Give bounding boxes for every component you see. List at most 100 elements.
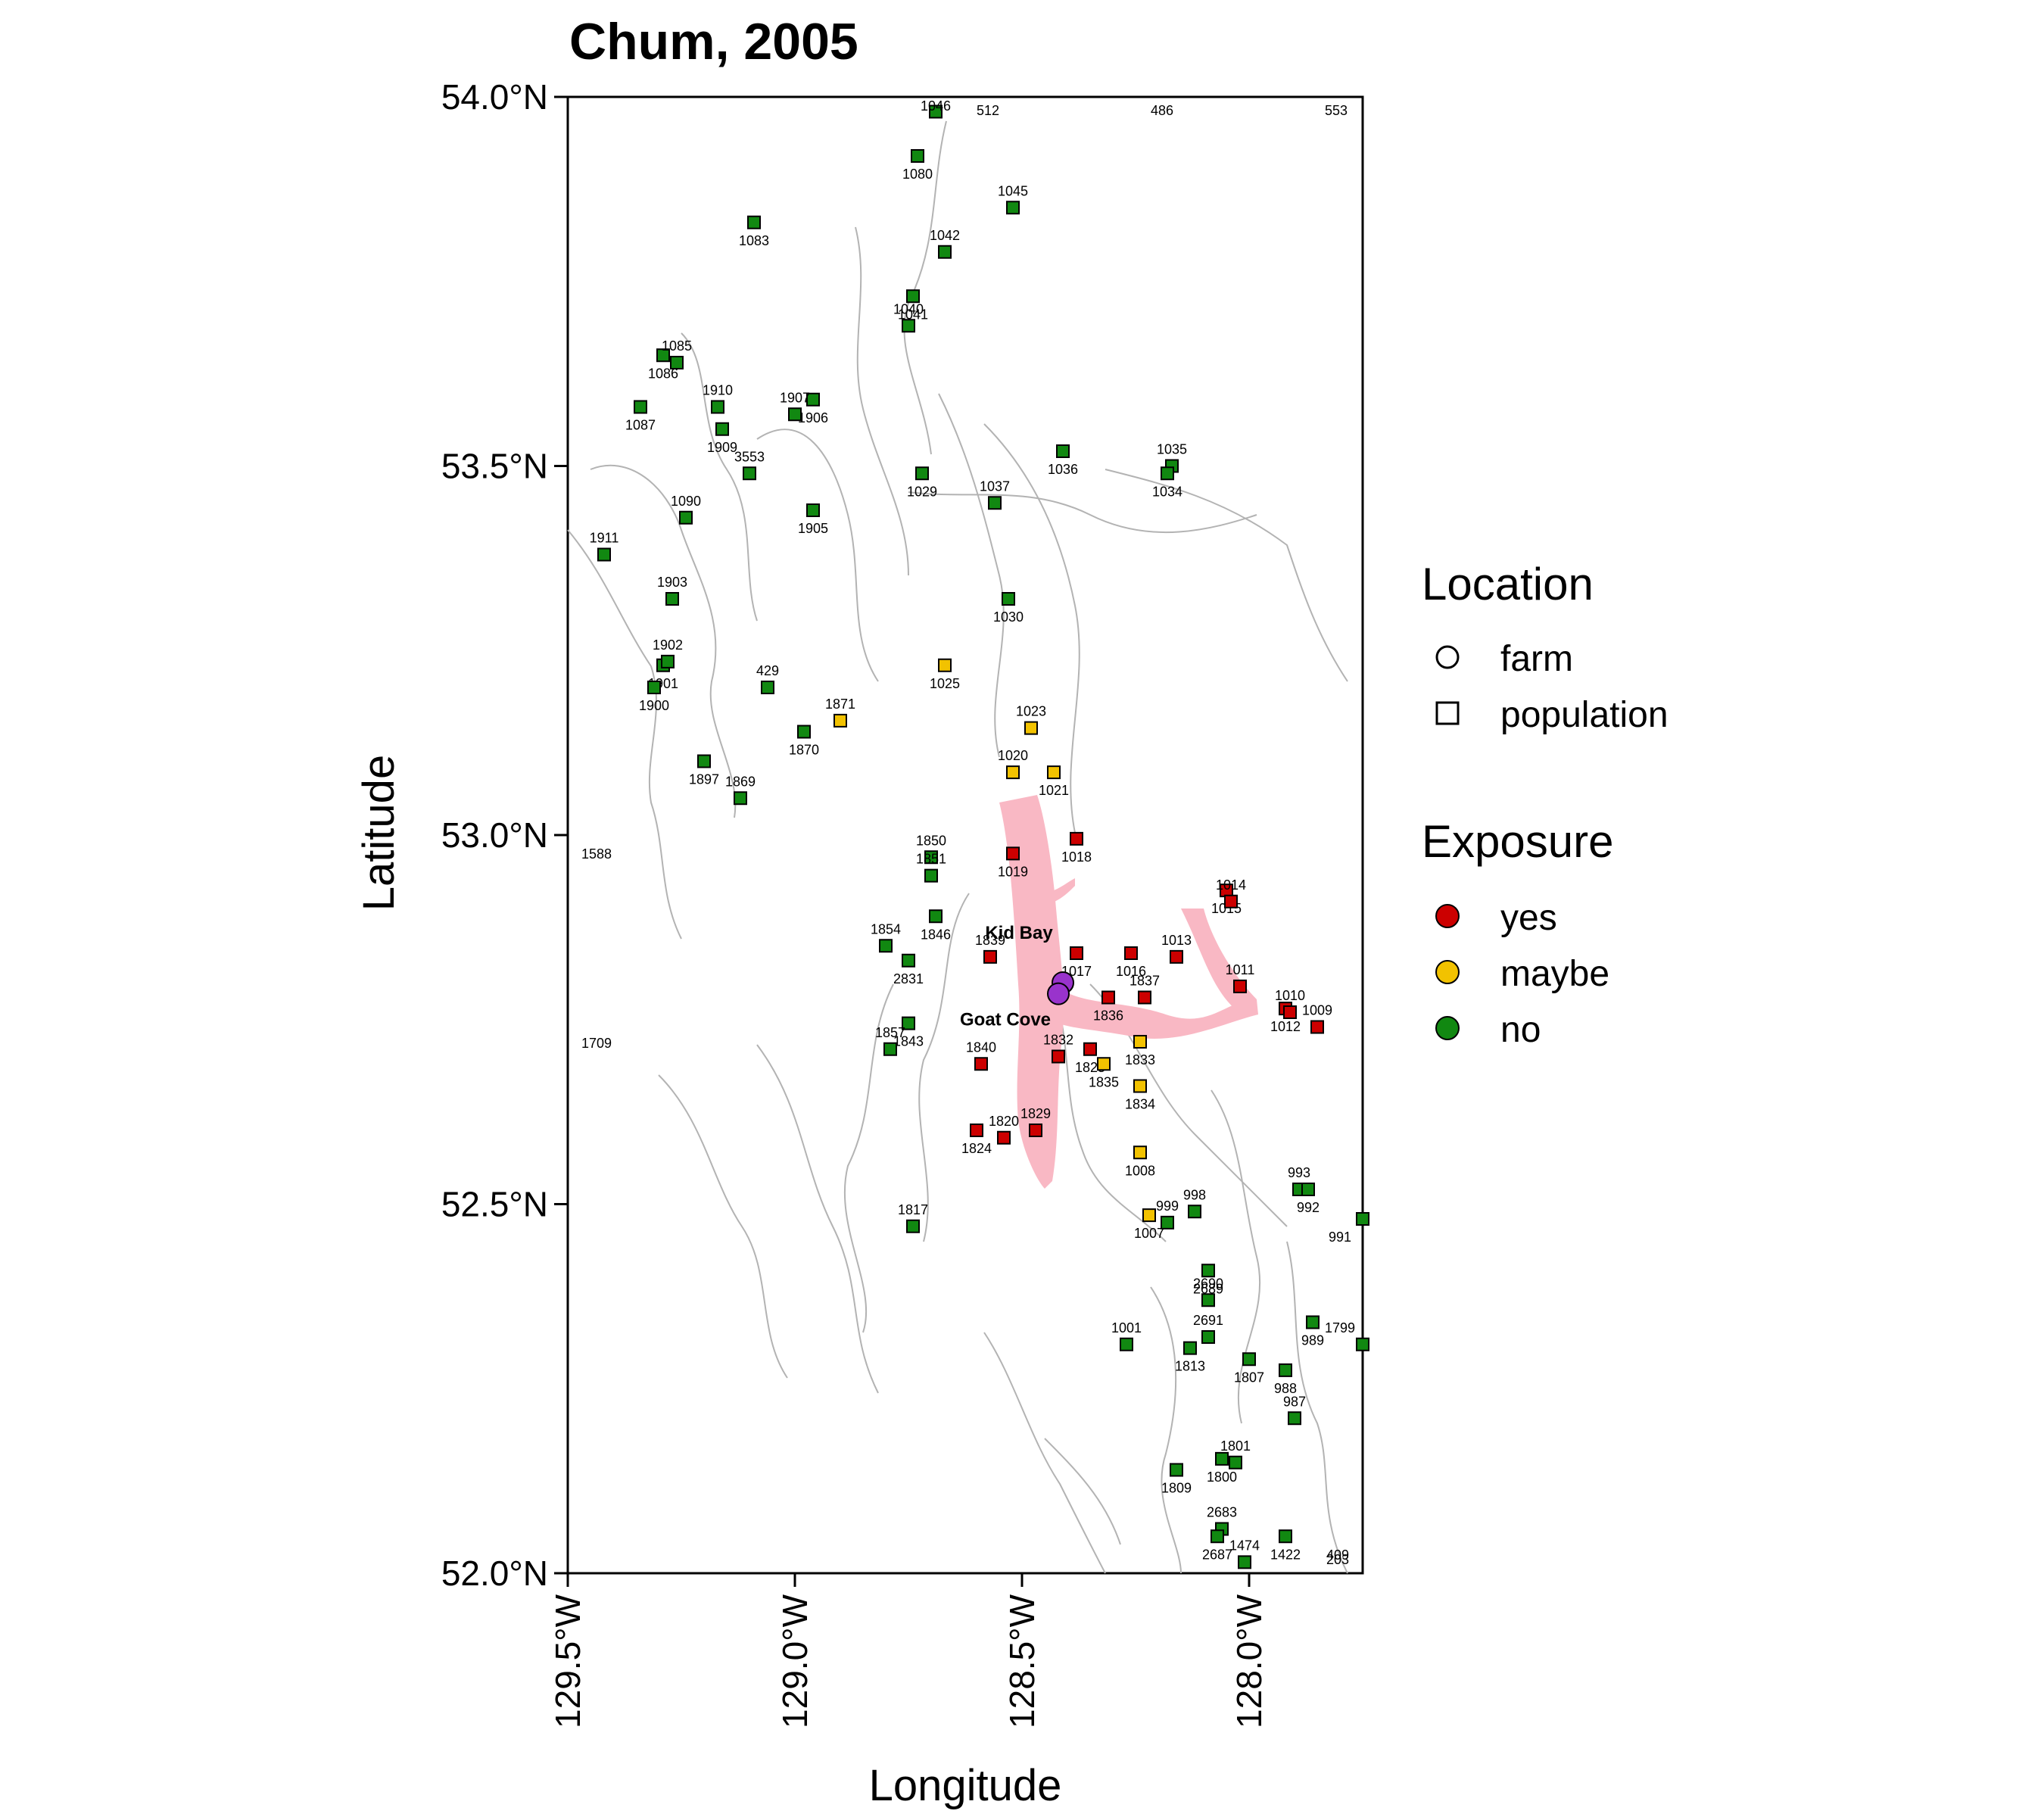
population-marker xyxy=(1183,1341,1197,1355)
y-tick-label: 52.5°N xyxy=(441,1185,548,1224)
population-label: 1035 xyxy=(1157,442,1187,457)
population-marker xyxy=(1301,1183,1315,1196)
population-marker xyxy=(1233,979,1247,993)
population-label: 1021 xyxy=(1039,783,1069,798)
population-label: 1846 xyxy=(921,927,951,942)
farm-label: Kid Bay xyxy=(985,923,1053,943)
population-marker xyxy=(1056,444,1070,458)
population-label: 1870 xyxy=(789,743,819,758)
population-marker xyxy=(1283,1005,1297,1019)
population-marker xyxy=(1170,949,1183,964)
coastline xyxy=(567,120,1348,1574)
y-axis: 54.0°N 53.5°N 53.0°N 52.5°N 52.0°N xyxy=(441,77,568,1593)
population-marker xyxy=(661,654,675,669)
population-label: 1829 xyxy=(1020,1106,1051,1121)
population-label: 1009 xyxy=(1302,1003,1332,1018)
population-marker xyxy=(997,1130,1011,1145)
population-marker xyxy=(743,466,756,481)
x-tick-label: 129.0°W xyxy=(775,1594,815,1728)
population-label: 1824 xyxy=(961,1141,992,1156)
population-label: 989 xyxy=(1301,1333,1324,1348)
population-label: 1869 xyxy=(725,774,756,789)
population-label: 1020 xyxy=(998,748,1028,763)
population-label: 1809 xyxy=(1161,1481,1192,1496)
population-label: 1836 xyxy=(1093,1008,1123,1024)
population-label: 1807 xyxy=(1234,1370,1264,1385)
population-marker xyxy=(902,1016,915,1030)
population-label: 1036 xyxy=(1048,462,1078,477)
population-label: 1813 xyxy=(1175,1359,1205,1374)
population-label: 1008 xyxy=(1125,1163,1155,1178)
population-label: 1087 xyxy=(625,418,656,433)
edge-label-512: 512 xyxy=(977,103,999,118)
population-label: 1799 xyxy=(1325,1320,1355,1335)
population-marker xyxy=(1006,846,1020,861)
population-marker xyxy=(1201,1293,1215,1307)
population-label: 2689 xyxy=(1193,1281,1223,1296)
population-marker xyxy=(711,400,724,414)
legend-maybe-symbol xyxy=(1435,960,1460,984)
legend-farm-symbol xyxy=(1435,645,1460,669)
population-marker xyxy=(1288,1411,1301,1426)
edge-label-486: 486 xyxy=(1151,103,1173,118)
population-marker xyxy=(797,725,811,739)
population-label: 429 xyxy=(756,663,779,678)
population-label: 1010 xyxy=(1275,988,1305,1003)
population-marker xyxy=(1083,1042,1097,1056)
population-label: 1839 xyxy=(975,933,1005,948)
x-tick-label: 129.5°W xyxy=(548,1594,587,1728)
population-label: 1086 xyxy=(648,366,678,381)
population-label: 1007 xyxy=(1134,1226,1164,1241)
population-marker xyxy=(1047,765,1061,780)
population-marker xyxy=(902,953,915,968)
population-label: 1080 xyxy=(902,167,933,182)
edge-label-203: 203 xyxy=(1326,1552,1349,1567)
population-marker xyxy=(1133,1079,1147,1093)
legend-farm-label: farm xyxy=(1500,639,1573,679)
population-marker xyxy=(806,503,820,517)
x-axis: 129.5°W 129.0°W 128.5°W 128.0°W xyxy=(548,1573,1269,1728)
population-marker xyxy=(656,348,670,363)
population-marker xyxy=(911,149,924,163)
population-marker xyxy=(924,850,938,865)
population-marker xyxy=(906,289,920,304)
population-label: 1840 xyxy=(966,1039,996,1055)
population-marker xyxy=(879,939,893,953)
population-marker xyxy=(1138,990,1151,1005)
population-marker xyxy=(597,547,611,562)
population-label: 2687 xyxy=(1202,1547,1232,1562)
population-marker xyxy=(670,356,684,369)
population-marker xyxy=(1356,1212,1369,1226)
population-marker xyxy=(1279,1363,1292,1377)
population-label: 1029 xyxy=(907,484,937,499)
population-label: 1907 xyxy=(780,390,810,405)
population-label: 1833 xyxy=(1125,1052,1155,1067)
population-marker xyxy=(1170,1463,1183,1477)
population-marker xyxy=(647,681,661,694)
population-marker xyxy=(1238,1555,1251,1569)
x-axis-label: Longitude xyxy=(869,1761,1062,1810)
population-label: 1040 xyxy=(893,301,924,316)
legend-population-label: population xyxy=(1500,695,1669,735)
legend: Location farm population Exposure yes ma… xyxy=(1422,559,1669,1050)
population-marker xyxy=(1070,831,1083,846)
population-label: 1897 xyxy=(689,772,719,787)
population-marker xyxy=(915,466,929,481)
population-label: 1801 xyxy=(1220,1438,1251,1454)
population-label: 1016 xyxy=(1116,964,1146,979)
population-marker xyxy=(697,754,711,768)
population-label: 1083 xyxy=(739,233,769,248)
map-title: Chum, 2005 xyxy=(569,13,858,70)
edge-label-553: 553 xyxy=(1325,103,1348,118)
population-label: 1820 xyxy=(989,1114,1019,1129)
population-marker xyxy=(788,407,802,422)
population-marker xyxy=(1161,466,1174,481)
population-label: 1800 xyxy=(1207,1469,1237,1485)
population-label: 993 xyxy=(1288,1165,1310,1180)
population-label: 1030 xyxy=(993,609,1024,625)
edge-label-1588: 1588 xyxy=(581,846,612,862)
population-marker xyxy=(1133,1145,1147,1160)
